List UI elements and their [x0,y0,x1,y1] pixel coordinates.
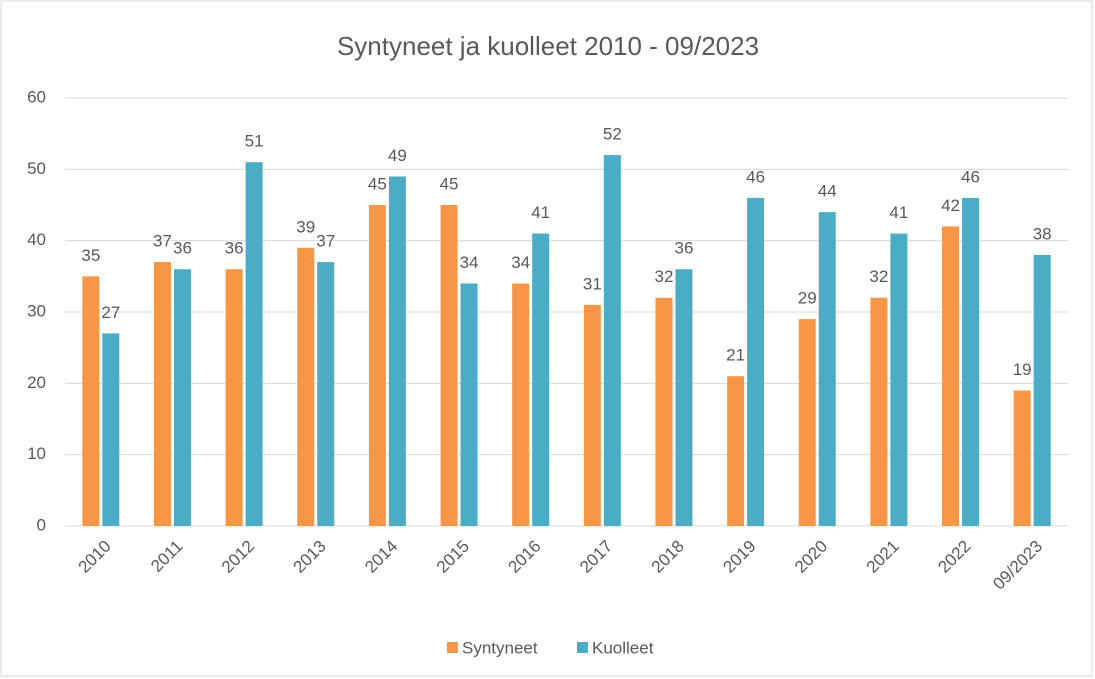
y-tick-label: 50 [27,159,46,178]
bar [870,297,888,526]
legend-swatch [447,642,458,653]
bar [368,205,386,526]
bar [583,304,601,526]
data-label: 42 [941,196,960,215]
data-label: 51 [245,132,264,151]
data-label: 21 [726,346,745,365]
data-label: 36 [675,239,694,258]
y-tick-label: 0 [37,515,46,534]
legend-swatch [577,642,588,653]
bar [245,162,263,526]
data-label: 38 [1033,224,1052,243]
legend-label: Syntyneet [462,638,538,657]
y-tick-label: 20 [27,373,46,392]
data-label: 34 [460,253,479,272]
bar [317,262,335,526]
bar [890,233,908,527]
bar [102,333,120,526]
data-label: 52 [603,125,622,144]
bar [225,269,243,526]
y-tick-label: 60 [27,87,46,106]
data-label: 45 [368,174,387,193]
bar [1033,254,1051,526]
bar [532,233,550,527]
bar [727,376,745,526]
data-label: 27 [101,303,120,322]
data-label: 39 [296,217,315,236]
bar [962,197,980,526]
bar [460,283,478,526]
bar [747,197,765,526]
y-tick-label: 40 [27,230,46,249]
bar [603,155,621,527]
bar [942,226,960,526]
bar [82,276,100,526]
y-tick-label: 10 [27,444,46,463]
data-label: 36 [173,239,192,258]
data-label: 35 [81,246,100,265]
data-label: 32 [869,267,888,286]
data-label: 34 [511,253,530,272]
data-label: 19 [1013,360,1032,379]
bar [440,205,458,526]
bar [297,247,315,527]
data-label: 44 [818,182,837,201]
data-label: 41 [531,203,550,222]
bar [388,176,406,526]
data-label: 37 [153,232,172,251]
bar [798,319,816,526]
bar [512,283,530,526]
bar [153,262,171,526]
legend-label: Kuolleet [592,638,654,657]
data-label: 45 [440,174,459,193]
data-label: 37 [316,232,335,251]
bar [173,269,191,526]
data-label: 49 [388,146,407,165]
data-label: 31 [583,274,602,293]
bar [675,269,693,526]
bar [655,297,673,526]
data-label: 46 [961,167,980,186]
y-tick-label: 30 [27,301,46,320]
data-label: 46 [746,167,765,186]
data-label: 41 [889,203,908,222]
data-label: 32 [655,267,674,286]
data-label: 36 [225,239,244,258]
bar [1013,390,1031,526]
bar [818,212,836,526]
data-label: 29 [798,289,817,308]
chart-title: Syntyneet ja kuolleet 2010 - 09/2023 [337,31,759,61]
